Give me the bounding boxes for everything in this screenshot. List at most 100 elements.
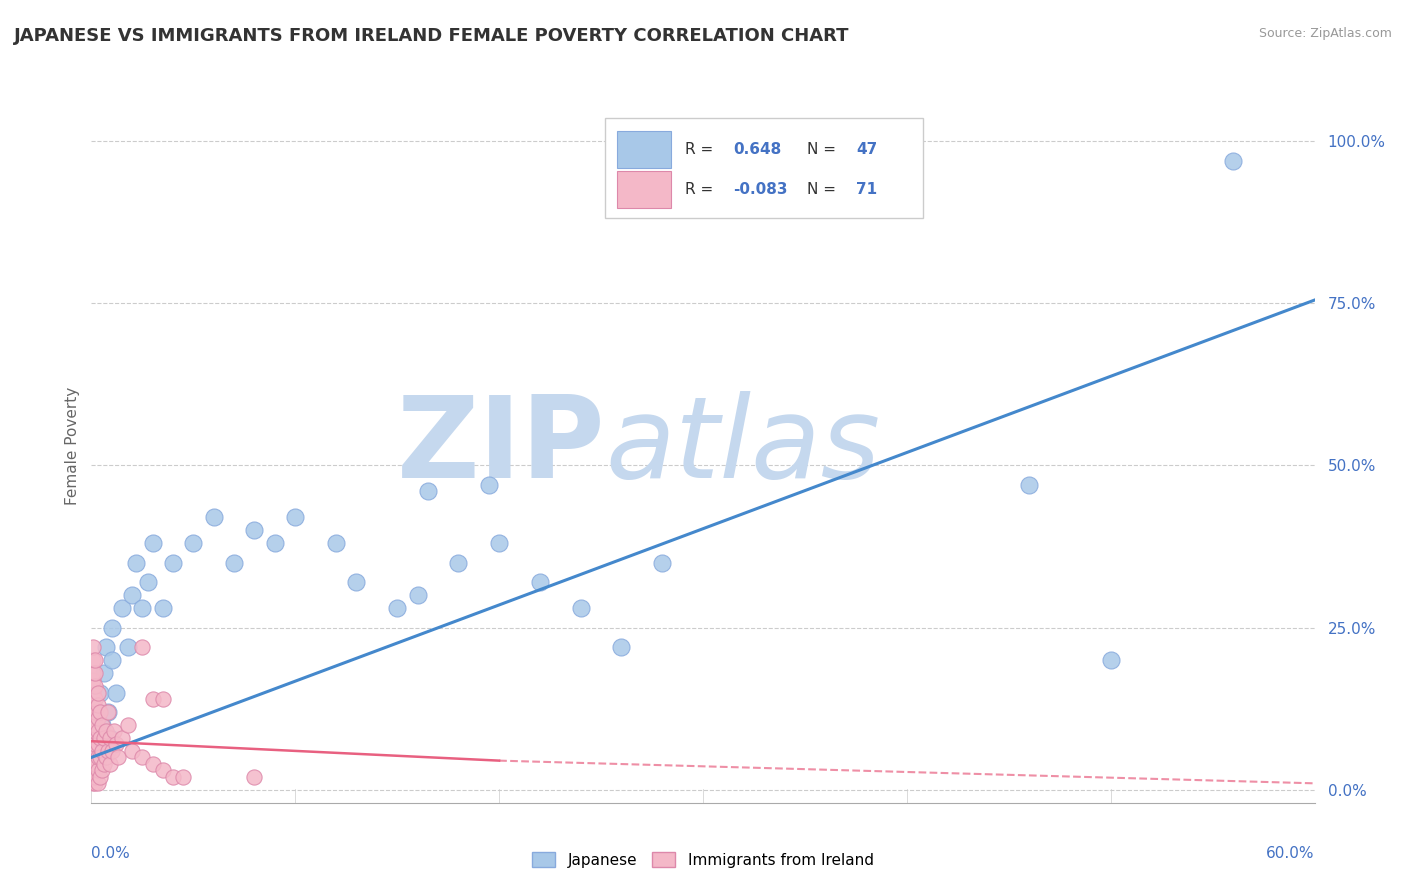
Point: [84, 744, 107, 758]
Point: [82, 679, 104, 693]
Point: [111, 731, 134, 745]
Point: [84, 705, 107, 719]
Point: [86, 705, 108, 719]
Point: [385, 601, 409, 615]
Text: 60.0%: 60.0%: [1267, 846, 1315, 861]
Point: [416, 484, 439, 499]
Point: [162, 556, 184, 570]
Point: [141, 692, 163, 706]
Point: [90, 718, 112, 732]
Text: R =: R =: [685, 182, 718, 197]
Text: atlas: atlas: [605, 391, 880, 501]
Point: [82, 718, 104, 732]
Point: [82, 764, 104, 778]
Point: [93, 756, 115, 771]
Point: [94, 724, 117, 739]
Point: [84, 718, 107, 732]
Point: [131, 601, 153, 615]
Point: [89, 750, 111, 764]
Point: [243, 770, 266, 784]
Point: [84, 776, 107, 790]
Point: [141, 536, 163, 550]
Point: [90, 744, 112, 758]
Point: [264, 536, 287, 550]
Point: [84, 679, 107, 693]
Point: [82, 724, 104, 739]
Point: [82, 756, 104, 771]
Point: [84, 724, 107, 739]
Point: [346, 575, 368, 590]
Point: [89, 731, 111, 745]
Point: [162, 770, 184, 784]
Point: [325, 536, 347, 550]
Point: [89, 705, 111, 719]
Point: [82, 653, 104, 667]
Text: Source: ZipAtlas.com: Source: ZipAtlas.com: [1258, 27, 1392, 40]
Point: [93, 666, 115, 681]
Point: [98, 731, 121, 745]
Point: [94, 750, 117, 764]
Point: [86, 698, 108, 713]
Point: [86, 750, 108, 764]
Point: [103, 724, 125, 739]
Point: [651, 556, 673, 570]
Point: [101, 621, 124, 635]
Text: 0.0%: 0.0%: [91, 846, 131, 861]
Point: [131, 750, 153, 764]
Point: [90, 718, 112, 732]
Point: [202, 510, 225, 524]
Point: [1222, 153, 1244, 168]
Point: [610, 640, 633, 654]
Point: [104, 685, 127, 699]
Point: [86, 764, 108, 778]
Point: [97, 705, 120, 719]
Point: [284, 510, 307, 524]
Point: [183, 536, 205, 550]
Point: [82, 756, 104, 771]
Point: [478, 478, 501, 492]
Point: [82, 692, 104, 706]
Text: 47: 47: [856, 142, 877, 157]
Point: [82, 673, 104, 687]
Point: [82, 685, 104, 699]
Point: [104, 738, 127, 752]
Point: [117, 640, 139, 654]
Point: [98, 731, 121, 745]
Point: [152, 692, 174, 706]
Point: [97, 705, 120, 719]
Point: [82, 698, 104, 713]
Point: [90, 764, 112, 778]
Point: [121, 744, 143, 758]
Point: [84, 738, 107, 752]
Legend: Japanese, Immigrants from Ireland: Japanese, Immigrants from Ireland: [526, 846, 880, 873]
Point: [84, 756, 107, 771]
Point: [84, 770, 107, 784]
Point: [89, 731, 111, 745]
Point: [406, 588, 429, 602]
Point: [89, 770, 111, 784]
Y-axis label: Female Poverty: Female Poverty: [65, 387, 80, 505]
Point: [125, 556, 148, 570]
Point: [84, 744, 107, 758]
Point: [84, 724, 107, 739]
Point: [98, 756, 121, 771]
Point: [82, 640, 104, 654]
Point: [82, 705, 104, 719]
Text: N =: N =: [807, 182, 841, 197]
Point: [101, 744, 124, 758]
Point: [488, 536, 510, 550]
FancyBboxPatch shape: [617, 130, 671, 168]
Text: R =: R =: [685, 142, 718, 157]
Point: [84, 666, 107, 681]
Point: [97, 744, 120, 758]
Point: [82, 738, 104, 752]
Point: [152, 764, 174, 778]
Point: [82, 744, 104, 758]
Text: N =: N =: [807, 142, 841, 157]
Point: [117, 718, 139, 732]
Point: [82, 731, 104, 745]
Point: [82, 666, 104, 681]
Point: [86, 764, 108, 778]
Point: [86, 738, 108, 752]
Point: [86, 724, 108, 739]
